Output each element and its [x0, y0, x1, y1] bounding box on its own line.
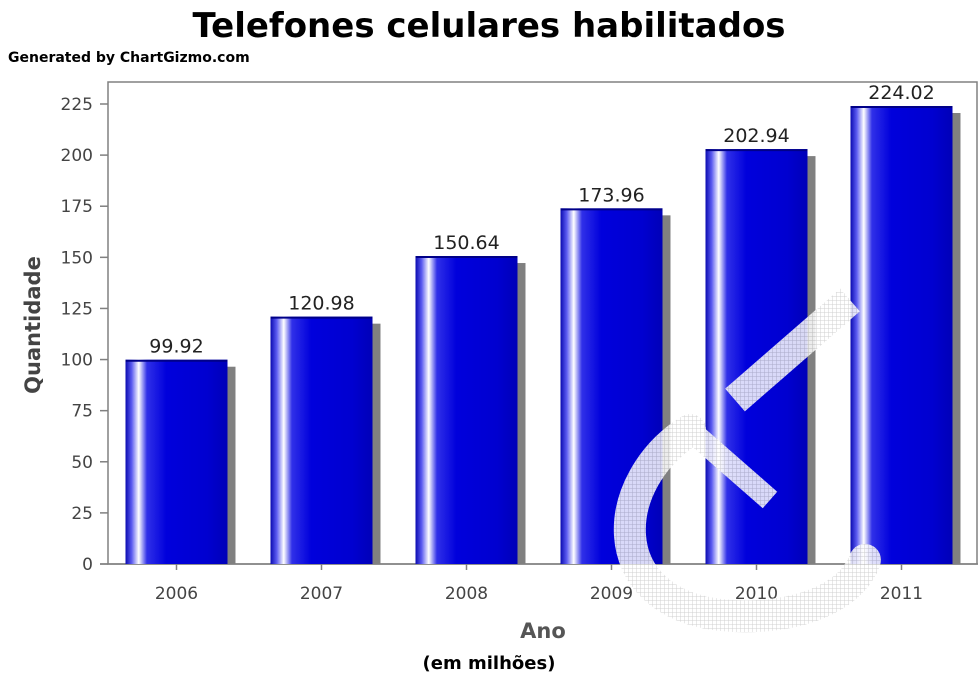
x-axis-label: Ano — [520, 619, 566, 643]
data-label-2007: 120.98 — [288, 293, 354, 315]
bar-2006 — [125, 359, 228, 564]
bar-2007 — [270, 316, 373, 564]
x-tick-label-2006: 2006 — [155, 584, 198, 604]
data-label-2010: 202.94 — [723, 125, 789, 147]
y-tick-label: 0 — [82, 555, 93, 575]
y-tick-label: 25 — [71, 504, 93, 524]
x-tick-label-2007: 2007 — [300, 584, 343, 604]
x-tick-label-2009: 2009 — [590, 584, 633, 604]
plot-frame — [107, 81, 978, 565]
bar-2008 — [415, 256, 518, 564]
y-tick-label: 125 — [61, 299, 93, 319]
x-tick-label-2008: 2008 — [445, 584, 488, 604]
data-label-2006: 99.92 — [149, 336, 203, 358]
y-tick-label: 50 — [71, 453, 93, 473]
x-tick-label-2010: 2010 — [735, 584, 778, 604]
data-label-2009: 173.96 — [578, 184, 644, 206]
unit-note: (em milhões) — [422, 653, 556, 674]
y-tick-label: 200 — [61, 146, 93, 166]
data-label-2008: 150.64 — [433, 232, 499, 254]
bar-2011 — [850, 106, 953, 565]
y-tick-label: 150 — [61, 248, 93, 268]
chart-title: Telefones celulares habilitados — [192, 6, 786, 46]
chartgizmo-credit: Generated by ChartGizmo.com — [8, 50, 250, 66]
y-tick-label: 175 — [61, 197, 93, 217]
y-tick-label: 100 — [61, 351, 93, 371]
y-tick-label: 225 — [61, 95, 93, 115]
chartgizmo-watermark-logo — [613, 288, 881, 633]
data-label-2011: 224.02 — [868, 82, 934, 104]
y-tick-label: 75 — [71, 402, 93, 422]
x-tick-label-2011: 2011 — [880, 584, 923, 604]
